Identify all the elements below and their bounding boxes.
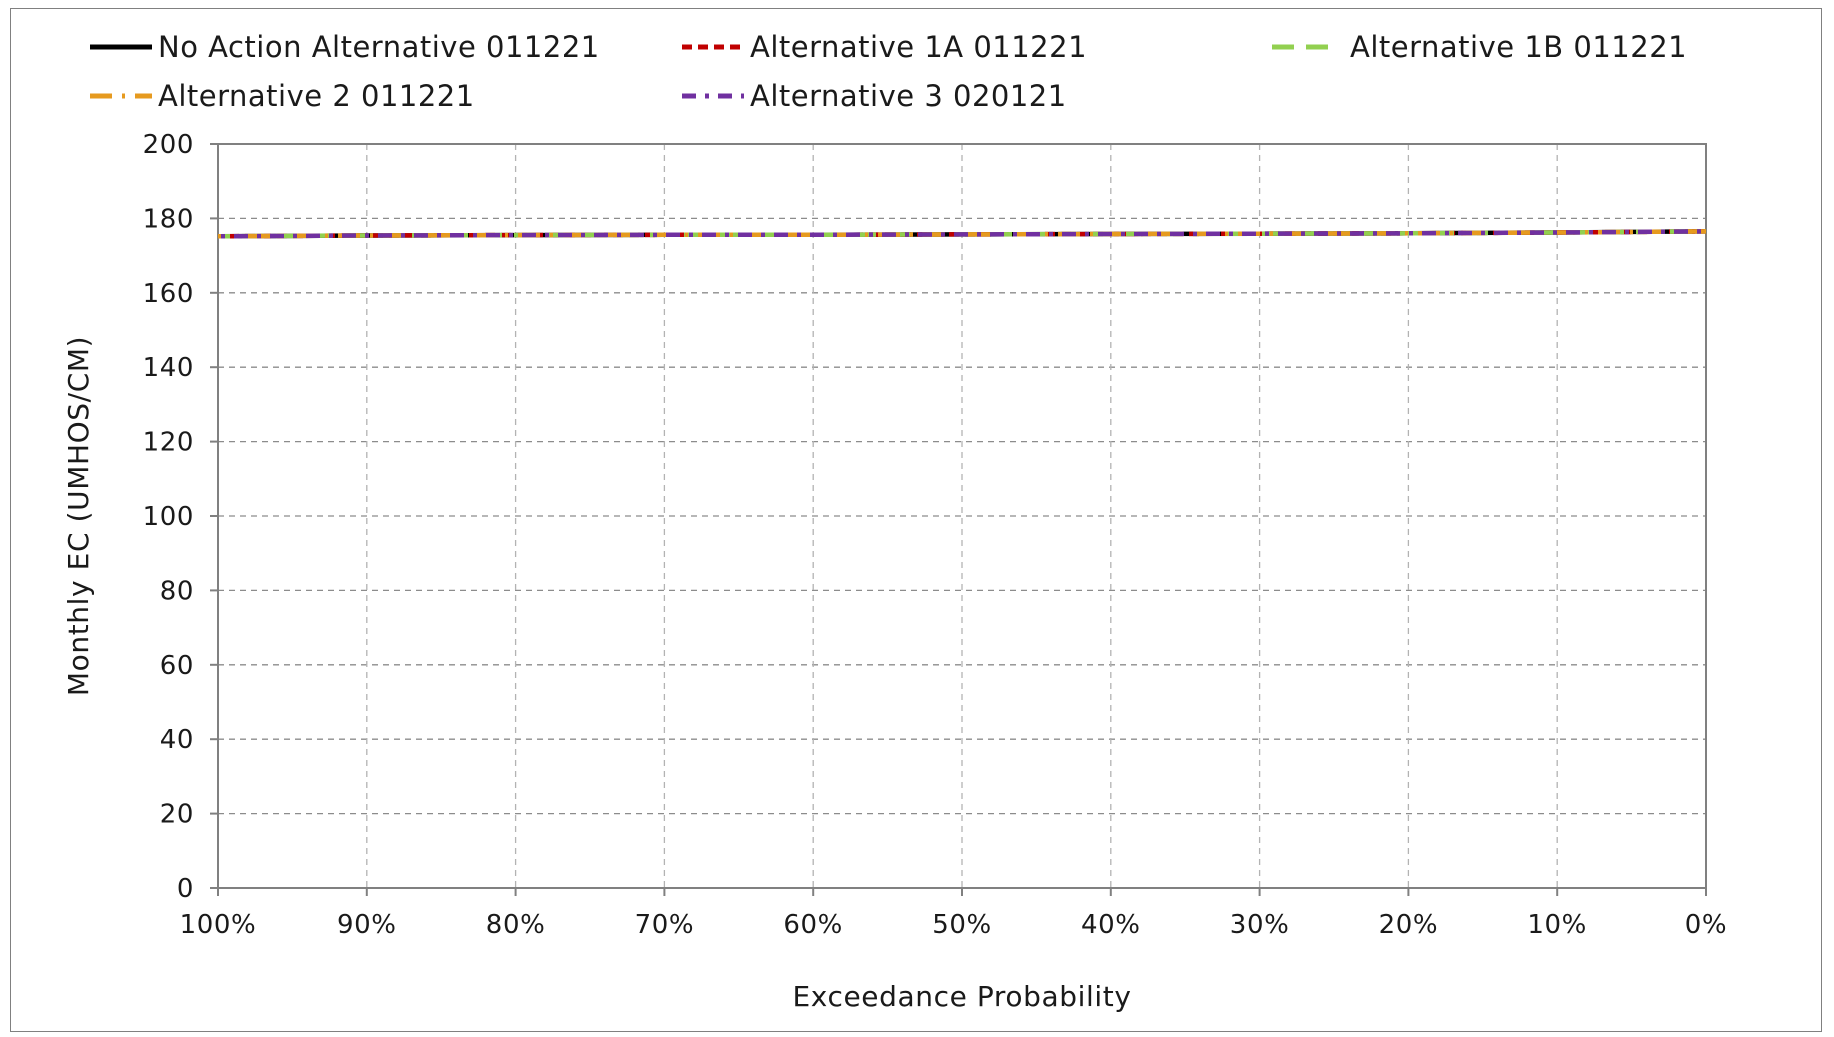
legend-label: Alternative 1A 011221 <box>750 30 1087 64</box>
x-tick-label: 90% <box>337 910 397 940</box>
legend-label: Alternative 1B 011221 <box>1350 30 1687 64</box>
x-tick-label: 100% <box>180 910 257 940</box>
x-tick-label: 20% <box>1379 910 1439 940</box>
x-tick-label: 10% <box>1527 910 1587 940</box>
y-tick-label: 200 <box>143 130 194 160</box>
axis-ticks: 0 20 40 60 80 100 120 140 160 180 200 100% 90% 80% 70%… <box>143 130 1727 940</box>
legend-item-1: No Action Alternative 011221 <box>90 30 600 64</box>
y-tick-label: 140 <box>143 353 194 383</box>
chart-frame <box>10 8 1822 1032</box>
legend-label: Alternative 2 011221 <box>158 79 475 113</box>
y-tick-label: 120 <box>143 428 194 458</box>
legend: No Action Alternative 011221 Alternative … <box>90 30 1687 113</box>
y-tick-label: 40 <box>160 725 194 755</box>
y-tick-label: 20 <box>160 800 194 830</box>
x-tick-label: 80% <box>486 910 546 940</box>
legend-item-2: Alternative 1A 011221 <box>682 30 1087 64</box>
y-tick-label: 0 <box>177 874 194 904</box>
x-tick-label: 60% <box>783 910 843 940</box>
legend-label: Alternative 3 020121 <box>750 79 1067 113</box>
y-axis-title: Monthly EC (UMHOS/CM) <box>62 336 95 696</box>
y-tick-label: 80 <box>160 576 194 606</box>
series-line-5 <box>217 229 1707 239</box>
grid-lines <box>218 144 1706 888</box>
y-tick-label: 180 <box>143 204 194 234</box>
x-axis-title: Exceedance Probability <box>792 980 1131 1013</box>
x-tick-label: 50% <box>932 910 992 940</box>
x-tick-label: 0% <box>1685 910 1727 940</box>
y-tick-label: 160 <box>143 279 194 309</box>
x-tick-label: 30% <box>1230 910 1290 940</box>
legend-item-4: Alternative 2 011221 <box>90 79 475 113</box>
legend-item-3: Alternative 1B 011221 <box>1272 30 1687 64</box>
legend-item-5: Alternative 3 020121 <box>682 79 1067 113</box>
x-tick-label: 40% <box>1081 910 1141 940</box>
x-tick-label: 70% <box>635 910 695 940</box>
y-tick-label: 100 <box>143 502 194 532</box>
legend-label: No Action Alternative 011221 <box>158 30 600 64</box>
y-tick-label: 60 <box>160 651 194 681</box>
series-lines <box>217 229 1707 239</box>
